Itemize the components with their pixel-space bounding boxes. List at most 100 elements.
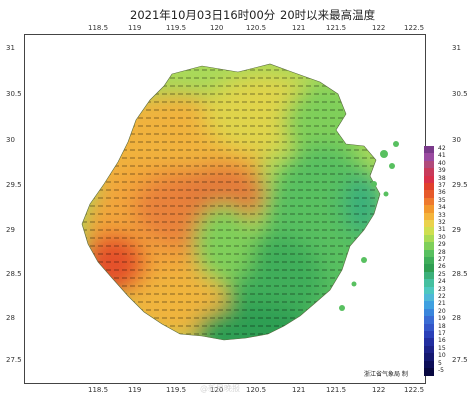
temperature-map xyxy=(81,63,399,341)
map-subtitle: 20时以来最高温度 xyxy=(280,8,376,22)
legend-swatch xyxy=(424,175,434,184)
legend-swatch xyxy=(424,360,434,369)
lon-tick-bottom: 120.5 xyxy=(246,386,267,394)
legend-label: 28 xyxy=(438,248,446,256)
legend-label: 18 xyxy=(438,322,446,330)
lon-tick-top: 120 xyxy=(210,24,224,32)
legend-swatch xyxy=(424,353,434,361)
legend-label: 32 xyxy=(438,219,446,226)
lat-tick-right: 31 xyxy=(452,44,461,52)
lon-tick-bottom: 122.5 xyxy=(404,386,425,394)
lat-tick-right: 30 xyxy=(452,136,461,144)
legend-swatch xyxy=(424,212,434,221)
legend-swatch xyxy=(424,286,434,295)
legend-swatch xyxy=(424,227,434,236)
lon-tick-top: 121 xyxy=(292,24,306,32)
legend-label: -5 xyxy=(438,367,444,374)
lon-tick-bottom: 121.5 xyxy=(326,386,347,394)
legend-label: 20 xyxy=(438,307,446,315)
legend-swatch xyxy=(424,168,434,176)
legend-label: 21 xyxy=(438,300,446,308)
legend-label: 41 xyxy=(438,152,446,160)
legend-label: 26 xyxy=(438,263,446,271)
lon-tick-bottom: 120 xyxy=(210,386,224,394)
lat-tick-right: 29.5 xyxy=(452,181,468,189)
legend-swatch xyxy=(424,368,434,376)
legend-label: 24 xyxy=(438,278,446,286)
lat-tick-right: 29 xyxy=(452,226,461,234)
lat-tick-left: 29 xyxy=(6,226,15,234)
legend-label: 40 xyxy=(438,159,446,167)
legend-swatch xyxy=(424,249,434,258)
province-outline xyxy=(81,63,381,341)
map-title: 2021年10月03日16时00分 xyxy=(130,8,276,22)
legend-swatch xyxy=(424,331,434,339)
lat-tick-right: 28.5 xyxy=(452,270,468,278)
legend-label: 10 xyxy=(438,352,446,360)
title-bar: 2021年10月03日16时00分 20时以来最高温度 xyxy=(0,7,474,23)
legend-label: 36 xyxy=(438,189,446,197)
legend-label: 25 xyxy=(438,270,446,278)
legend-label: 33 xyxy=(438,211,446,219)
lon-tick-top: 122 xyxy=(372,24,386,32)
legend-label: 22 xyxy=(438,293,446,300)
lon-tick-top: 122.5 xyxy=(404,24,425,32)
legend-swatch xyxy=(424,257,434,265)
legend-swatch xyxy=(424,242,434,250)
legend-label: 37 xyxy=(438,182,446,189)
legend-swatch xyxy=(424,345,434,354)
legend-swatch xyxy=(424,264,434,273)
lat-tick-right: 27.5 xyxy=(452,356,468,364)
legend-swatch xyxy=(424,146,434,154)
legend-label: 16 xyxy=(438,337,446,345)
legend-swatch xyxy=(424,308,434,317)
lon-tick-bottom: 121 xyxy=(292,386,306,394)
color-legend: 42 41 40 39 38 37 36 35 34 33 32 31 30 29 28 27 26 25 24 23… xyxy=(424,146,446,378)
lon-tick-bottom: 119.5 xyxy=(166,386,187,394)
legend-swatch xyxy=(424,294,434,302)
legend-label: 42 xyxy=(438,145,446,152)
legend-swatch xyxy=(424,271,434,280)
lat-tick-left: 30.5 xyxy=(6,90,22,98)
lon-tick-bottom: 119 xyxy=(128,386,142,394)
legend-swatch xyxy=(424,279,434,287)
lon-tick-bottom: 118.5 xyxy=(88,386,109,394)
lat-tick-left: 27.5 xyxy=(6,356,22,364)
legend-label: 17 xyxy=(438,330,446,337)
legend-label: 38 xyxy=(438,174,446,182)
legend-label: 35 xyxy=(438,196,446,204)
legend-label: 31 xyxy=(438,226,446,234)
legend-label: 15 xyxy=(438,344,446,352)
lon-tick-top: 118.5 xyxy=(88,24,109,32)
legend-swatch xyxy=(424,301,434,310)
legend-swatch xyxy=(424,160,434,169)
watermark: @新民晚报 xyxy=(200,384,240,393)
lat-tick-left: 28 xyxy=(6,314,15,322)
legend-swatch xyxy=(424,183,434,191)
legend-swatch xyxy=(424,220,434,228)
lon-tick-bottom: 122 xyxy=(372,386,386,394)
legend-label: 30 xyxy=(438,233,446,241)
island-cluster xyxy=(339,141,399,311)
lon-tick-top: 120.5 xyxy=(246,24,267,32)
lat-tick-left: 28.5 xyxy=(6,270,22,278)
lat-tick-right: 28 xyxy=(452,314,461,322)
temperature-field xyxy=(82,64,380,340)
legend-label: 19 xyxy=(438,315,446,323)
legend-swatch xyxy=(424,197,434,206)
legend-swatch xyxy=(424,153,434,162)
legend-label: 39 xyxy=(438,167,446,175)
legend-swatch xyxy=(424,316,434,324)
lon-tick-top: 119.5 xyxy=(166,24,187,32)
lon-tick-top: 121.5 xyxy=(326,24,347,32)
legend-swatch xyxy=(424,190,434,199)
legend-label: 34 xyxy=(438,204,446,212)
legend-label: 23 xyxy=(438,285,446,293)
legend-swatch xyxy=(424,323,434,332)
legend-label: 27 xyxy=(438,256,446,263)
legend-swatch xyxy=(424,234,434,243)
lon-tick-top: 119 xyxy=(128,24,142,32)
legend-swatch xyxy=(424,205,434,213)
credit-label: 浙江省气象局 制 xyxy=(364,371,408,378)
lat-tick-left: 31 xyxy=(6,44,15,52)
